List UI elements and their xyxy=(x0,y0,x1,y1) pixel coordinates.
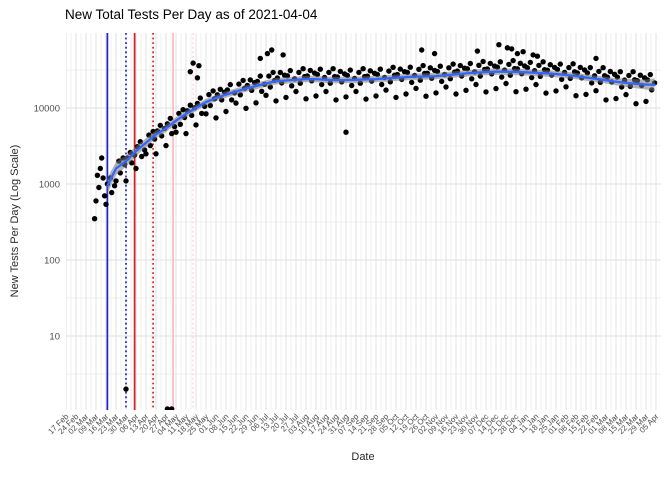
reference-lines xyxy=(106,33,194,410)
y-tick-label: 10000 xyxy=(34,104,60,115)
y-axis-title: New Tests Per Day (Log Scale) xyxy=(9,144,21,298)
smooth-trend-line xyxy=(106,70,656,187)
x-axis-title: Date xyxy=(351,451,375,463)
y-tick-label: 10 xyxy=(49,332,60,343)
gridlines xyxy=(66,33,661,410)
y-tick-label: 100 xyxy=(44,256,60,267)
chart-title: New Total Tests Per Day as of 2021-04-04 xyxy=(65,7,318,22)
confidence-ribbon xyxy=(107,68,655,194)
y-tick-label: 1000 xyxy=(39,180,60,191)
y-tick-labels: 10 100 1000 10000 xyxy=(34,104,60,343)
